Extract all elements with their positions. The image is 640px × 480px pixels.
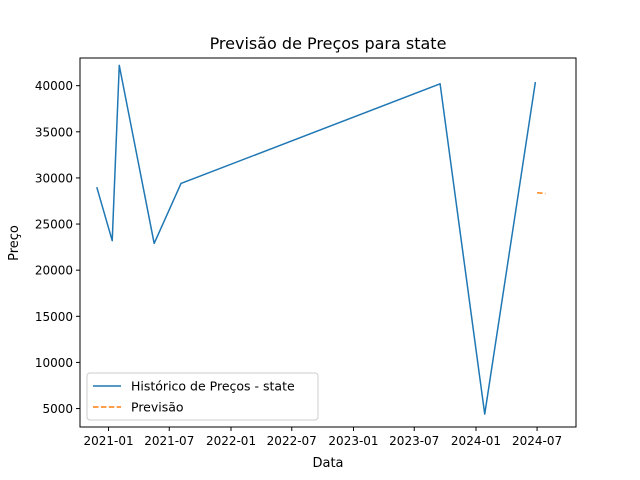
series-layer xyxy=(96,64,546,415)
x-tick-label: 2022-01 xyxy=(206,434,256,448)
x-tick-label: 2023-07 xyxy=(389,434,439,448)
y-tick-label: 35000 xyxy=(35,125,73,139)
x-axis-label: Data xyxy=(312,456,343,471)
series-line-1 xyxy=(536,191,546,195)
plot-frame xyxy=(79,57,577,428)
y-tick-label: 10000 xyxy=(35,356,73,370)
y-tick-label: 20000 xyxy=(35,264,73,278)
x-tick-label: 2024-01 xyxy=(451,434,501,448)
y-tick-label: 40000 xyxy=(35,79,73,93)
y-axis-label: Preço xyxy=(7,225,22,261)
y-tick-label: 5000 xyxy=(42,402,73,416)
x-tick-label: 2022-07 xyxy=(267,434,317,448)
x-tick-label: 2024-07 xyxy=(512,434,562,448)
x-tick-label: 2021-01 xyxy=(83,434,133,448)
legend-box xyxy=(86,372,319,421)
x-tick-label: 2021-07 xyxy=(144,434,194,448)
y-tick-label: 15000 xyxy=(35,310,73,324)
x-tick-label: 2023-01 xyxy=(328,434,378,448)
legend-label-historico: Histórico de Preços - state xyxy=(131,379,295,394)
y-tick-label: 25000 xyxy=(35,218,73,232)
legend-label-previsao: Previsão xyxy=(131,400,184,415)
chart-title: Previsão de Preços para state xyxy=(210,34,447,53)
legend: Histórico de Preços - state Previsão xyxy=(86,372,319,421)
y-tick-label: 30000 xyxy=(35,171,73,185)
series-line-0 xyxy=(96,64,537,415)
axes-layer: 2021-01 2021-07 2022-01 2022-07 2023-01 2023-… xyxy=(35,79,562,448)
